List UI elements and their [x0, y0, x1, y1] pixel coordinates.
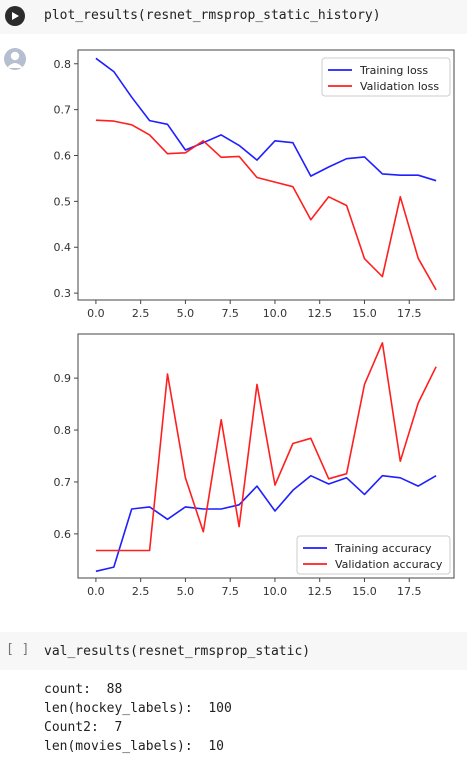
- y-tick-label: 0.7: [54, 104, 72, 117]
- series-line-validation-accuracy: [95, 341, 437, 552]
- y-tick-label: 0.6: [54, 150, 72, 163]
- series-line-training-loss: [95, 57, 437, 182]
- legend-label: Training loss: [359, 64, 428, 77]
- series-line-training-accuracy: [95, 474, 437, 573]
- y-tick-label: 0.8: [54, 424, 72, 437]
- x-tick-label: 10.0: [263, 585, 288, 598]
- x-tick-label: 0.0: [87, 585, 105, 598]
- legend-label: Validation loss: [360, 80, 439, 93]
- output-line-1: count: 88: [44, 682, 123, 697]
- x-tick-label: 7.5: [221, 307, 239, 320]
- x-tick-label: 17.5: [397, 585, 422, 598]
- x-tick-label: 12.5: [307, 585, 332, 598]
- x-tick-label: 7.5: [221, 585, 239, 598]
- y-tick-label: 0.9: [54, 372, 72, 385]
- x-tick-label: 2.5: [132, 585, 150, 598]
- output-line-4: len(movies_labels): 10: [44, 739, 225, 754]
- chart-1-legend: [321, 57, 451, 97]
- x-tick-label: 5.0: [177, 307, 195, 320]
- y-tick-label: 0.6: [54, 528, 72, 541]
- x-tick-label: 5.0: [177, 585, 195, 598]
- output-avatar-icon: [4, 48, 26, 70]
- play-icon: [12, 12, 19, 20]
- code-cell-1-input[interactable]: [0, 0, 467, 34]
- cell-1-code[interactable]: plot_results(resnet_rmsprop_static_histo…: [44, 8, 381, 23]
- x-tick-label: 12.5: [307, 307, 332, 320]
- output-line-3: Count2: 7: [44, 720, 123, 735]
- x-tick-label: 15.0: [352, 307, 377, 320]
- chart-2-legend: [296, 535, 451, 575]
- y-tick-label: 0.3: [54, 287, 72, 300]
- legend-label: Validation accuracy: [335, 558, 443, 571]
- cell-2-code[interactable]: val_results(resnet_rmsprop_static): [44, 644, 311, 659]
- y-tick-label: 0.5: [54, 195, 72, 208]
- y-tick-label: 0.7: [54, 476, 72, 489]
- cell-2-execution-bracket[interactable]: [ ]: [6, 642, 30, 657]
- x-tick-label: 17.5: [397, 307, 422, 320]
- x-tick-label: 10.0: [263, 307, 288, 320]
- x-tick-label: 0.0: [87, 307, 105, 320]
- output-line-2: len(hockey_labels): 100: [44, 701, 232, 716]
- y-tick-label: 0.8: [54, 58, 72, 71]
- legend-label: Training accuracy: [334, 542, 432, 555]
- x-tick-label: 15.0: [352, 585, 377, 598]
- y-tick-label: 0.4: [54, 241, 72, 254]
- run-cell-button[interactable]: [5, 6, 25, 26]
- code-cell-2-input[interactable]: [0, 632, 467, 670]
- x-tick-label: 2.5: [132, 307, 150, 320]
- series-line-validation-loss: [95, 119, 437, 291]
